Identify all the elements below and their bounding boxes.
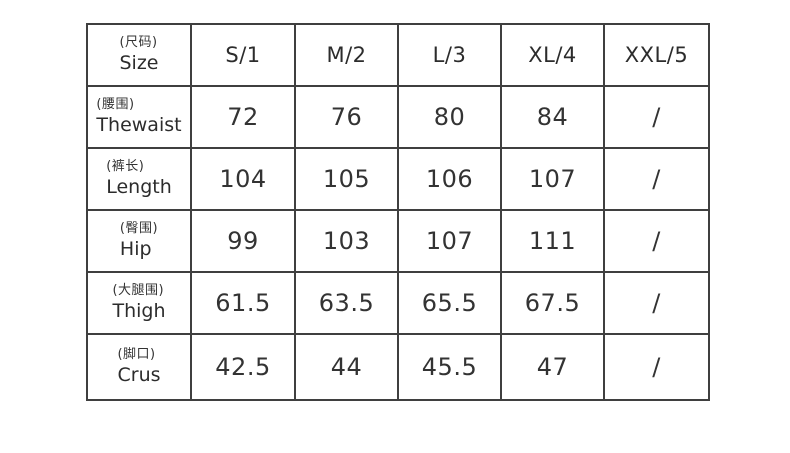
row-label-en-thewaist: Thewaist xyxy=(96,114,182,136)
row-label-thewaist: (腰围) Thewaist xyxy=(96,96,181,138)
row-label-cn-crus: (脚口) xyxy=(117,347,156,362)
value-thewaist-xxl5: / xyxy=(603,85,710,149)
row-length: (裤长) Length 104 105 106 107 / xyxy=(86,147,710,211)
row-label-cn-hip: (臀围) xyxy=(119,221,159,236)
value-length-l3: 106 xyxy=(397,147,502,211)
row-label-cell-thewaist: (腰围) Thewaist xyxy=(86,85,192,149)
row-label-length: (裤长) Length xyxy=(106,158,172,200)
col-header-xxl5: XXL/5 xyxy=(603,23,710,87)
value-hip-xl4: 111 xyxy=(500,209,605,273)
row-label-cn-thewaist: (腰围) xyxy=(96,97,135,112)
row-label-cn-thigh: (大腿围) xyxy=(112,283,165,298)
value-thigh-l3: 65.5 xyxy=(397,271,502,335)
size-header-cell: (尺码) Size xyxy=(86,23,192,87)
size-chart-table: (尺码) Size S/1 M/2 L/3 XL/4 XXL/5 (腰围) Th… xyxy=(86,23,710,401)
row-label-en-crus: Crus xyxy=(117,364,161,386)
value-crus-m2: 44 xyxy=(294,333,399,401)
value-thigh-m2: 63.5 xyxy=(294,271,399,335)
value-crus-l3: 45.5 xyxy=(397,333,502,401)
value-hip-xxl5: / xyxy=(603,209,710,273)
row-thigh: (大腿围) Thigh 61.5 63.5 65.5 67.5 / xyxy=(86,271,710,335)
col-header-s1: S/1 xyxy=(190,23,296,87)
row-thewaist: (腰围) Thewaist 72 76 80 84 / xyxy=(86,85,710,149)
row-hip: (臀围) Hip 99 103 107 111 / xyxy=(86,209,710,273)
value-length-xxl5: / xyxy=(603,147,710,211)
row-label-crus: (脚口) Crus xyxy=(117,346,160,388)
value-thewaist-s1: 72 xyxy=(190,85,296,149)
row-label-cn-length: (裤长) xyxy=(106,159,145,174)
value-hip-s1: 99 xyxy=(190,209,296,273)
value-length-s1: 104 xyxy=(190,147,296,211)
value-thigh-xl4: 67.5 xyxy=(500,271,605,335)
row-label-hip: (臀围) Hip xyxy=(120,220,158,262)
value-thigh-s1: 61.5 xyxy=(190,271,296,335)
value-thewaist-m2: 76 xyxy=(294,85,399,149)
col-header-m2: M/2 xyxy=(294,23,399,87)
size-header-label: (尺码) Size xyxy=(119,34,158,76)
header-row: (尺码) Size S/1 M/2 L/3 XL/4 XXL/5 xyxy=(86,23,710,87)
row-label-en-length: Length xyxy=(106,176,172,198)
row-label-cell-length: (裤长) Length xyxy=(86,147,192,211)
row-label-thigh: (大腿围) Thigh xyxy=(112,282,165,324)
value-hip-l3: 107 xyxy=(397,209,502,273)
row-label-cell-thigh: (大腿围) Thigh xyxy=(86,271,192,335)
value-thewaist-l3: 80 xyxy=(397,85,502,149)
row-label-cell-hip: (臀围) Hip xyxy=(86,209,192,273)
value-length-xl4: 107 xyxy=(500,147,605,211)
value-crus-s1: 42.5 xyxy=(190,333,296,401)
size-label-cn: (尺码) xyxy=(119,35,158,50)
size-label-en: Size xyxy=(119,52,159,74)
row-crus: (脚口) Crus 42.5 44 45.5 47 / xyxy=(86,333,710,401)
row-label-en-hip: Hip xyxy=(119,238,152,260)
row-label-cell-crus: (脚口) Crus xyxy=(86,333,192,401)
col-header-l3: L/3 xyxy=(397,23,502,87)
value-thewaist-xl4: 84 xyxy=(500,85,605,149)
col-header-xl4: XL/4 xyxy=(500,23,605,87)
value-hip-m2: 103 xyxy=(294,209,399,273)
value-length-m2: 105 xyxy=(294,147,399,211)
value-crus-xl4: 47 xyxy=(500,333,605,401)
value-crus-xxl5: / xyxy=(603,333,710,401)
value-thigh-xxl5: / xyxy=(603,271,710,335)
row-label-en-thigh: Thigh xyxy=(112,300,166,322)
